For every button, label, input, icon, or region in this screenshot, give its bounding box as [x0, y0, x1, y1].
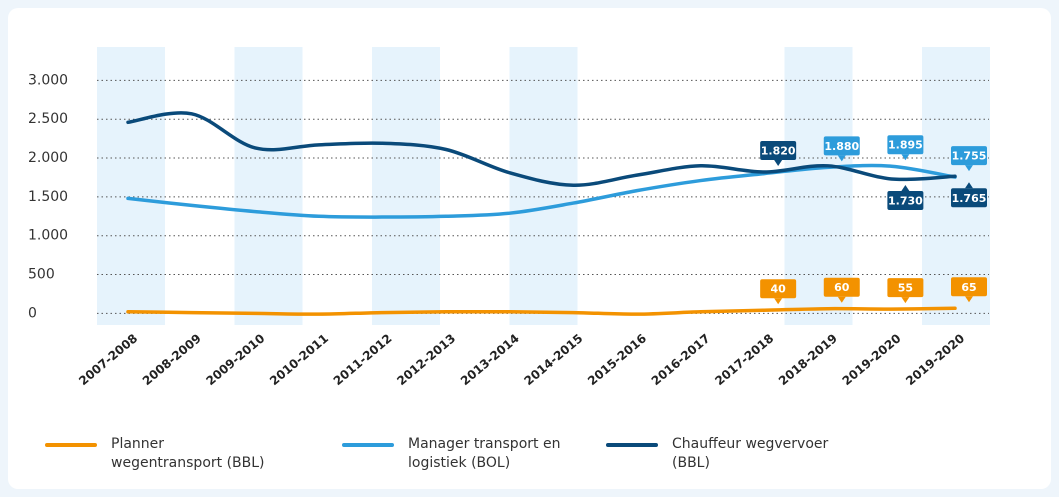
legend-label: Manager transport en logistiek (BOL) [408, 436, 561, 471]
card: 0 500 1.000 1.500 2.000 2.500 3.000 2007-2008 20… [8, 8, 1051, 489]
value-label: 65 [961, 281, 976, 294]
value-label: 1.730 [888, 195, 923, 208]
value-label-pointer [901, 154, 910, 161]
value-label-box [951, 146, 987, 166]
legend-label: Chauffeur wegvervoer (BBL) [672, 436, 829, 471]
x-tick-label: 2010-2011 [267, 331, 331, 388]
value-label: 60 [834, 281, 850, 294]
series-line [126, 111, 957, 187]
column-shade [372, 47, 440, 325]
x-tick-label: 2019-2020 [840, 331, 904, 388]
y-tick-label: 1.000 [28, 228, 68, 244]
y-tick-label: 3.000 [28, 72, 68, 88]
legend-swatch [342, 443, 394, 447]
x-tick-label: 2011-2012 [331, 331, 395, 388]
value-label-pointer [965, 296, 973, 303]
value-label: 1.880 [824, 140, 859, 153]
value-label-box [887, 135, 924, 155]
y-tick-label: 1.500 [28, 189, 68, 205]
value-label-pointer [901, 185, 910, 192]
value-label: 55 [898, 282, 913, 295]
value-label: 1.820 [761, 145, 796, 158]
value-label-box [760, 141, 797, 161]
value-label-box [823, 136, 860, 156]
x-tick-label: 2019-2020 [903, 331, 967, 388]
value-label: 1.765 [952, 192, 987, 205]
value-label-box [951, 277, 987, 297]
value-label-pointer [774, 160, 783, 167]
x-tick-label: 2009-2010 [203, 331, 267, 388]
value-label: 40 [770, 283, 786, 296]
value-label: 1.755 [952, 150, 987, 163]
legend-item: Manager transport en logistiek (BOL) [342, 435, 568, 473]
x-tick-label: 2008-2009 [140, 331, 204, 388]
x-tick-label: 2015-2016 [585, 331, 649, 388]
x-tick-label: 2007-2008 [76, 331, 140, 388]
legend-item: Planner wegentransport (BBL) [45, 435, 271, 473]
value-label-pointer [774, 298, 783, 305]
value-label-pointer [901, 297, 910, 304]
y-tick-label: 2.000 [28, 150, 68, 166]
value-label-pointer [965, 165, 973, 172]
series-line [126, 163, 957, 219]
legend-label: Planner wegentransport (BBL) [111, 436, 265, 471]
x-tick-label: 2014-2015 [521, 331, 585, 388]
x-tick-label: 2013-2014 [458, 331, 522, 388]
column-shade [97, 47, 165, 325]
value-label-pointer [837, 296, 846, 303]
y-tick-label: 2.500 [28, 111, 68, 127]
value-label-pointer [837, 155, 846, 162]
x-tick-label: 2012-2013 [394, 331, 458, 388]
legend-swatch [606, 443, 658, 447]
value-label-box [887, 278, 924, 298]
series-line [126, 306, 957, 316]
value-label-box [887, 191, 924, 211]
value-label-box [760, 279, 797, 299]
legend-swatch [45, 443, 97, 447]
y-tick-label: 500 [28, 267, 55, 283]
value-label-pointer [965, 182, 973, 189]
value-label-box [823, 277, 860, 297]
column-shade [234, 47, 303, 325]
y-tick-label: 0 [28, 305, 37, 321]
legend-item: Chauffeur wegvervoer (BBL) [606, 435, 832, 473]
value-label-box [951, 188, 987, 208]
x-tick-label: 2016-2017 [649, 331, 713, 388]
value-label: 1.895 [888, 139, 923, 152]
x-tick-label: 2017-2018 [712, 331, 776, 388]
x-tick-label: 2018-2019 [776, 331, 840, 388]
